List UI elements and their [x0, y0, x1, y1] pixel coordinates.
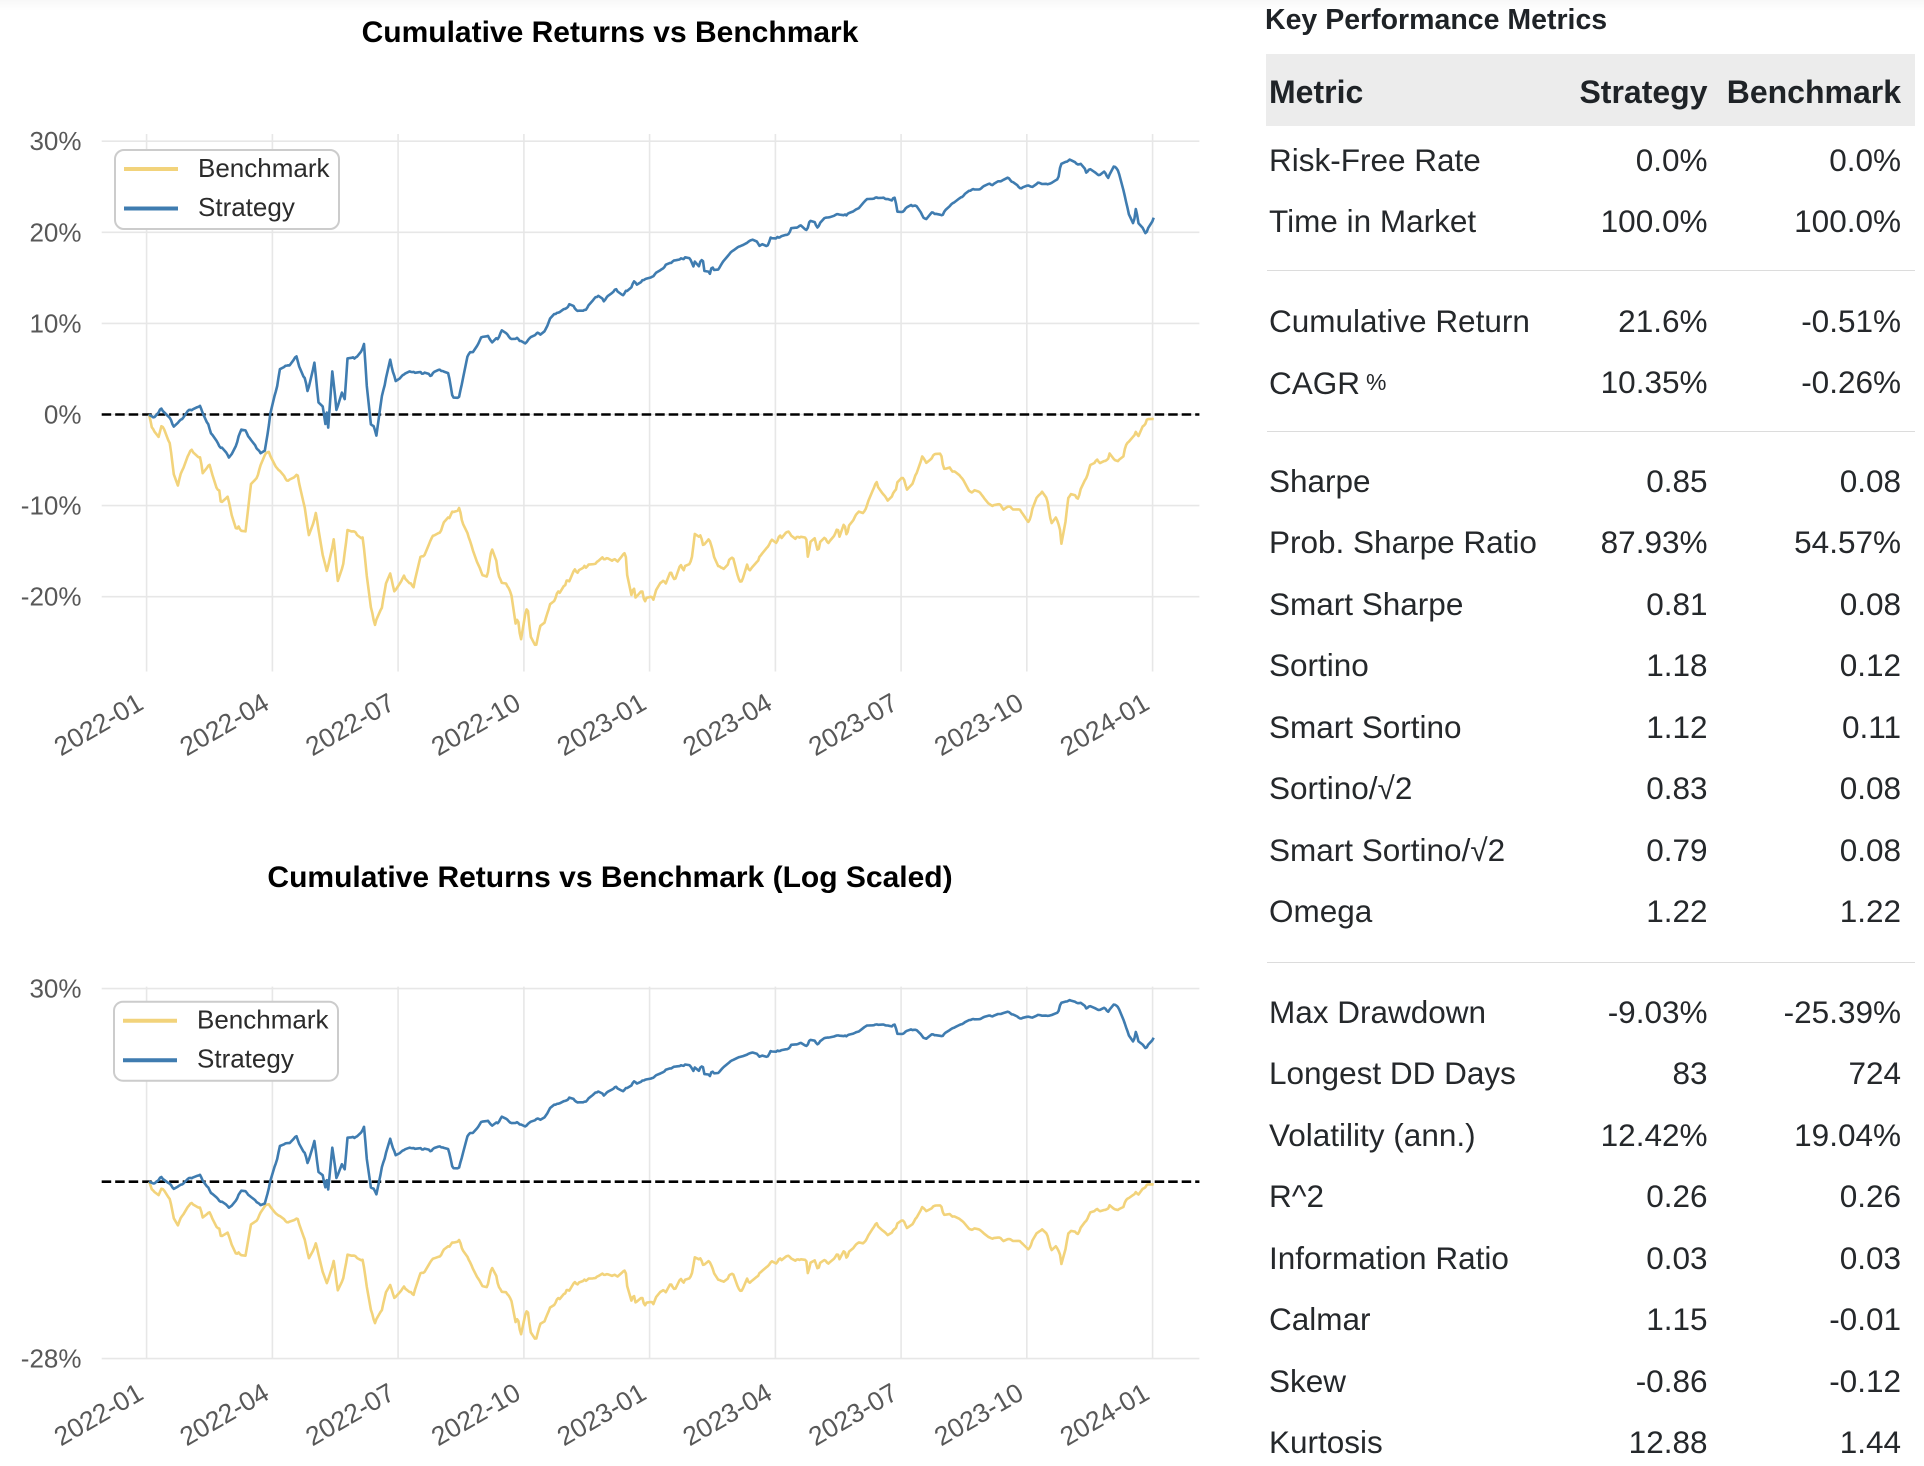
- svg-text:2022-01: 2022-01: [49, 1377, 148, 1450]
- svg-text:2022-07: 2022-07: [300, 1377, 399, 1450]
- svg-text:-28%: -28%: [21, 1344, 82, 1374]
- svg-text:2022-04: 2022-04: [175, 1377, 274, 1450]
- svg-text:Cumulative Returns vs Benchmar: Cumulative Returns vs Benchmark (Log Sca…: [267, 861, 952, 894]
- svg-text:2022-07: 2022-07: [300, 687, 399, 762]
- svg-text:-10%: -10%: [21, 491, 82, 521]
- svg-text:20%: 20%: [29, 217, 81, 247]
- svg-text:Benchmark: Benchmark: [197, 1005, 329, 1035]
- svg-text:2023-10: 2023-10: [929, 1377, 1028, 1450]
- svg-text:2023-10: 2023-10: [929, 687, 1028, 762]
- svg-text:0%: 0%: [44, 400, 82, 430]
- svg-text:2022-04: 2022-04: [175, 687, 274, 762]
- svg-text:Benchmark: Benchmark: [198, 153, 330, 183]
- svg-text:2022-01: 2022-01: [49, 687, 148, 762]
- svg-text:2023-04: 2023-04: [678, 1377, 777, 1450]
- svg-text:2023-04: 2023-04: [678, 687, 777, 762]
- svg-text:Strategy: Strategy: [197, 1044, 294, 1074]
- svg-text:2024-01: 2024-01: [1055, 1377, 1154, 1450]
- svg-text:30%: 30%: [29, 126, 81, 156]
- svg-text:2023-07: 2023-07: [803, 687, 902, 762]
- svg-text:30%: 30%: [29, 974, 81, 1004]
- svg-text:2023-01: 2023-01: [552, 1377, 651, 1450]
- svg-text:2023-01: 2023-01: [552, 687, 651, 762]
- svg-text:Cumulative Returns vs Benchmar: Cumulative Returns vs Benchmark: [362, 16, 859, 49]
- svg-text:2022-10: 2022-10: [426, 1377, 525, 1450]
- svg-text:2022-10: 2022-10: [426, 687, 525, 762]
- svg-text:10%: 10%: [29, 308, 81, 338]
- svg-text:-20%: -20%: [21, 582, 82, 612]
- svg-text:2024-01: 2024-01: [1055, 687, 1154, 762]
- svg-text:2023-07: 2023-07: [803, 1377, 902, 1450]
- svg-text:Strategy: Strategy: [198, 192, 295, 222]
